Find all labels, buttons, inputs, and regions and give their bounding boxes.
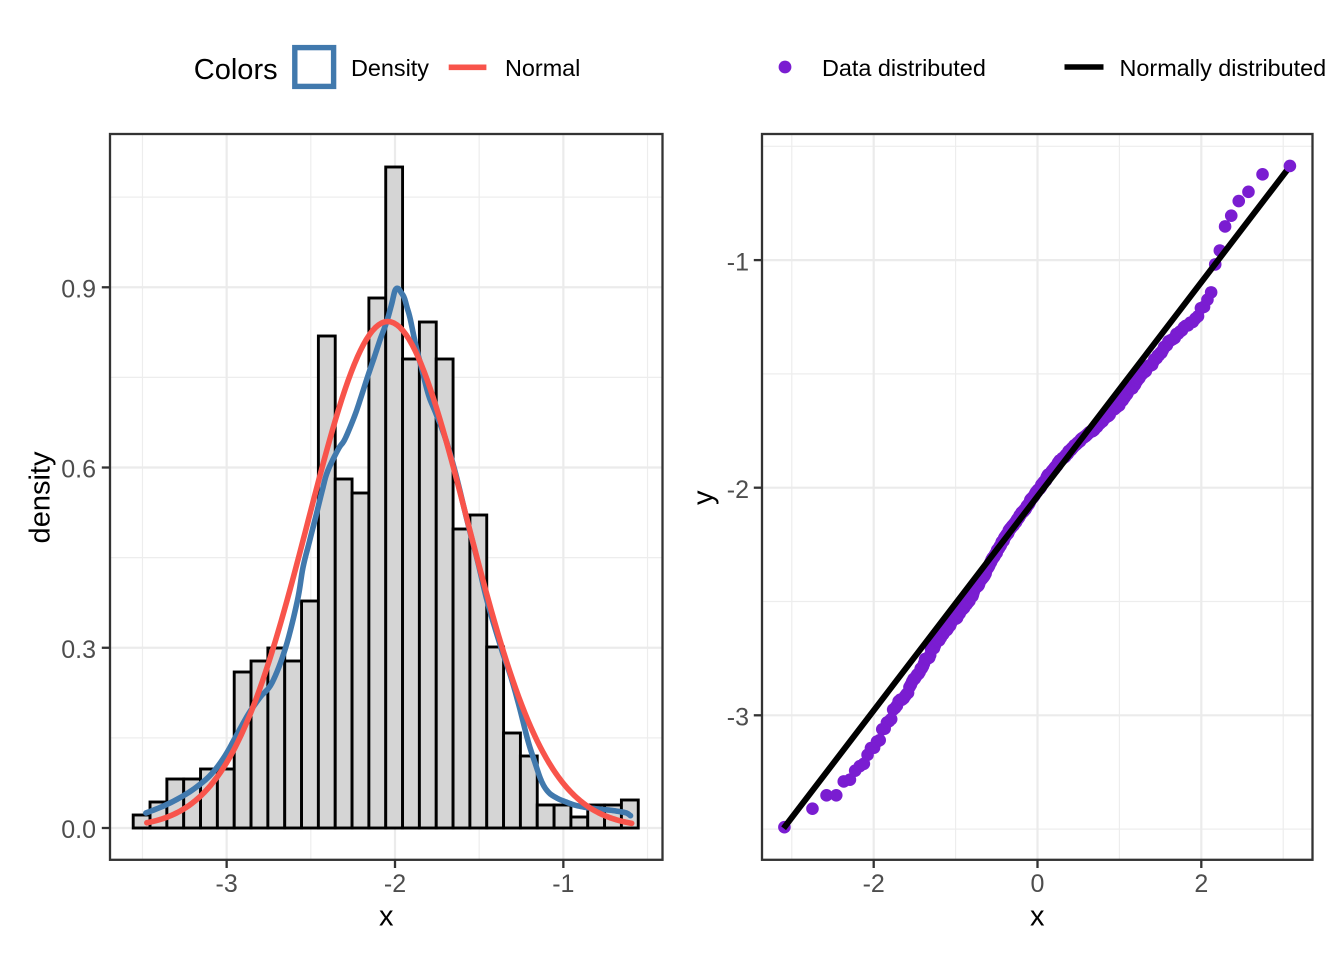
svg-text:0.9: 0.9 [61, 275, 96, 303]
svg-text:Colors: Colors [194, 54, 278, 86]
svg-text:2: 2 [1194, 870, 1208, 898]
svg-text:x: x [1030, 901, 1045, 933]
svg-text:-3: -3 [727, 704, 749, 732]
svg-text:-1: -1 [552, 870, 574, 898]
svg-text:-1: -1 [727, 248, 749, 276]
svg-text:-2: -2 [384, 870, 406, 898]
svg-text:density: density [25, 451, 57, 543]
svg-text:-2: -2 [863, 870, 885, 898]
svg-text:0.3: 0.3 [61, 636, 96, 664]
svg-text:Data distributed: Data distributed [822, 55, 986, 81]
svg-text:-2: -2 [727, 476, 749, 504]
svg-text:Normally distributed: Normally distributed [1120, 55, 1327, 81]
svg-text:-3: -3 [216, 870, 238, 898]
svg-text:0.0: 0.0 [61, 816, 96, 844]
svg-text:0: 0 [1031, 870, 1045, 898]
svg-text:x: x [379, 901, 394, 933]
svg-text:y: y [688, 490, 720, 505]
svg-text:0.6: 0.6 [61, 456, 96, 484]
svg-text:Density: Density [351, 55, 429, 81]
svg-text:Normal: Normal [505, 55, 580, 81]
